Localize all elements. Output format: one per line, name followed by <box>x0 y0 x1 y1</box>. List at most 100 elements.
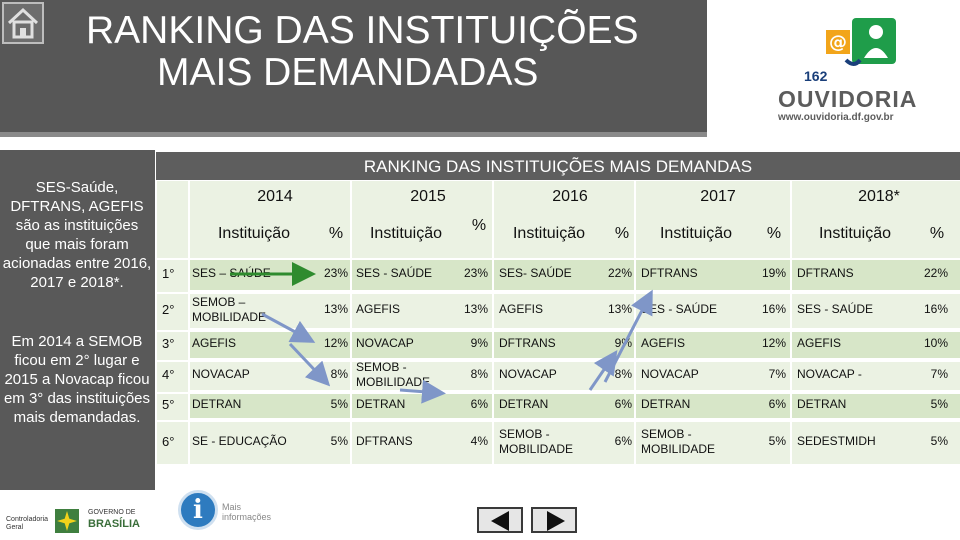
percentage-value: 7% <box>768 367 786 381</box>
institution-name: SEMOB - MOBILIDADE <box>356 360 431 389</box>
page-title-line2: MAIS DEMANDADAS <box>157 51 539 94</box>
percentage-value: 16% <box>923 302 948 316</box>
sidebar-panel <box>0 150 155 540</box>
institution-header: Instituição <box>818 225 892 242</box>
percentage-value: 5% <box>930 397 948 411</box>
gov-label: GOVERNO DE <box>88 509 136 516</box>
institution-name: SES - SAÚDE <box>797 302 874 316</box>
institution-name: SES - SAÚDE <box>641 302 718 316</box>
year-header: 2018* <box>858 188 900 205</box>
table-cell-bg <box>636 420 790 464</box>
ouvidoria-emblem-icon: @ <box>826 18 896 66</box>
institution-name: NOVACAP <box>641 367 699 381</box>
column-separator <box>634 181 636 464</box>
institution-name: DFTRANS <box>797 266 854 280</box>
percentage-value: 4% <box>470 434 488 448</box>
table-cell-bg <box>636 258 790 290</box>
row-separator <box>157 420 960 422</box>
institution-name: NOVACAP <box>356 336 414 350</box>
column-separator <box>188 181 190 464</box>
table-title: RANKING DAS INSTITUIÇÕES MAIS DEMANDAS <box>156 152 960 180</box>
institution-name: DFTRANS <box>641 266 698 280</box>
ouvidoria-url: www.ouvidoria.df.gov.br <box>778 112 894 123</box>
percentage-value: 9% <box>614 336 632 350</box>
row-separator <box>157 392 960 394</box>
institution-name: DFTRANS <box>499 336 556 350</box>
institution-name: SEDESTMIDH <box>797 434 876 448</box>
percentage-value: 13% <box>323 302 348 316</box>
percentage-value: 8% <box>330 367 348 381</box>
institution-name: DETRAN <box>641 397 691 411</box>
info-button[interactable]: i <box>178 490 218 530</box>
percentage-value: 6% <box>470 397 488 411</box>
institution-name: SES – SAÚDE <box>192 266 271 280</box>
rank-position: 2° <box>162 302 175 317</box>
table-cell-bg <box>792 420 960 464</box>
institution-name: SEMOB - MOBILIDADE <box>499 427 574 456</box>
institution-name: SEMOB – MOBILIDADE <box>192 295 267 324</box>
table-cell-bg <box>636 292 790 328</box>
column-separator <box>350 181 352 464</box>
table-cell-bg <box>352 330 492 358</box>
percentage-value: 6% <box>614 397 632 411</box>
table-cell-bg <box>352 420 492 464</box>
percentage-value: 23% <box>463 266 488 280</box>
table-cell-bg <box>792 360 960 390</box>
percent-header: % <box>471 217 487 234</box>
controladoria-logo: Controladoria Geral <box>6 516 49 531</box>
percent-header: % <box>929 225 945 242</box>
footer-logos: Controladoria Geral GOVERNO DE BRASÍLIA <box>0 490 156 540</box>
table-cell-bg <box>352 258 492 290</box>
header-divider <box>0 132 707 137</box>
row-separator <box>157 258 960 260</box>
institution-header: Instituição <box>217 225 291 242</box>
row-separator <box>157 330 960 332</box>
column-separator <box>790 181 792 464</box>
rank-position: 5° <box>162 397 175 412</box>
percentage-value: 5% <box>768 434 786 448</box>
percentage-value: 19% <box>761 266 786 280</box>
percentage-value: 12% <box>323 336 348 350</box>
header-bar: RANKING DAS INSTITUIÇÕES MAIS DEMANDADAS <box>0 0 707 132</box>
year-header: 2015 <box>410 188 446 205</box>
percentage-value: 23% <box>323 266 348 280</box>
percentage-value: 13% <box>607 302 632 316</box>
table-cell-bg <box>188 420 350 464</box>
percentage-value: 6% <box>614 434 632 448</box>
table-cell-bg <box>792 258 960 290</box>
column-separator <box>492 181 494 464</box>
institution-name: AGEFIS <box>641 336 686 350</box>
percentage-value: 5% <box>930 434 948 448</box>
institution-name: SES- SAÚDE <box>499 266 572 280</box>
table-cell-bg <box>792 330 960 358</box>
percentage-value: 5% <box>330 397 348 411</box>
ouvidoria-phone-number: 162 <box>804 68 828 84</box>
page-title-line1: RANKING DAS INSTITUIÇÕES <box>86 9 639 52</box>
table-cell-bg <box>494 420 634 464</box>
next-slide-button[interactable] <box>531 507 577 533</box>
percentage-value: 13% <box>463 302 488 316</box>
institution-name: AGEFIS <box>797 336 842 350</box>
percentage-value: 22% <box>923 266 948 280</box>
year-header: 2014 <box>257 188 293 205</box>
institution-name: DETRAN <box>499 397 549 411</box>
percentage-value: 10% <box>923 336 948 350</box>
table-cell-bg <box>636 330 790 358</box>
table-header-bg <box>157 181 960 258</box>
table-cell-bg <box>494 392 634 418</box>
arrow-right-icon <box>547 511 565 531</box>
institution-name: NOVACAP - <box>797 367 862 381</box>
home-button[interactable] <box>2 2 44 44</box>
percentage-value: 6% <box>768 397 786 411</box>
percentage-value: 5% <box>330 434 348 448</box>
percentage-value: 8% <box>614 367 632 381</box>
institution-name: AGEFIS <box>356 302 401 316</box>
ouvidoria-logo: @ 162 OUVIDORIA www.ouvidoria.df.gov.br <box>764 16 920 130</box>
institution-name: SES - SAÚDE <box>356 266 433 280</box>
table-cell-bg <box>494 258 634 290</box>
year-header: 2017 <box>700 188 736 205</box>
institution-name: NOVACAP <box>499 367 557 381</box>
previous-slide-button[interactable] <box>477 507 523 533</box>
percentage-value: 8% <box>470 367 488 381</box>
sidebar-note-1: SES-Saúde, DFTRANS, AGEFIS são as instit… <box>2 179 152 291</box>
